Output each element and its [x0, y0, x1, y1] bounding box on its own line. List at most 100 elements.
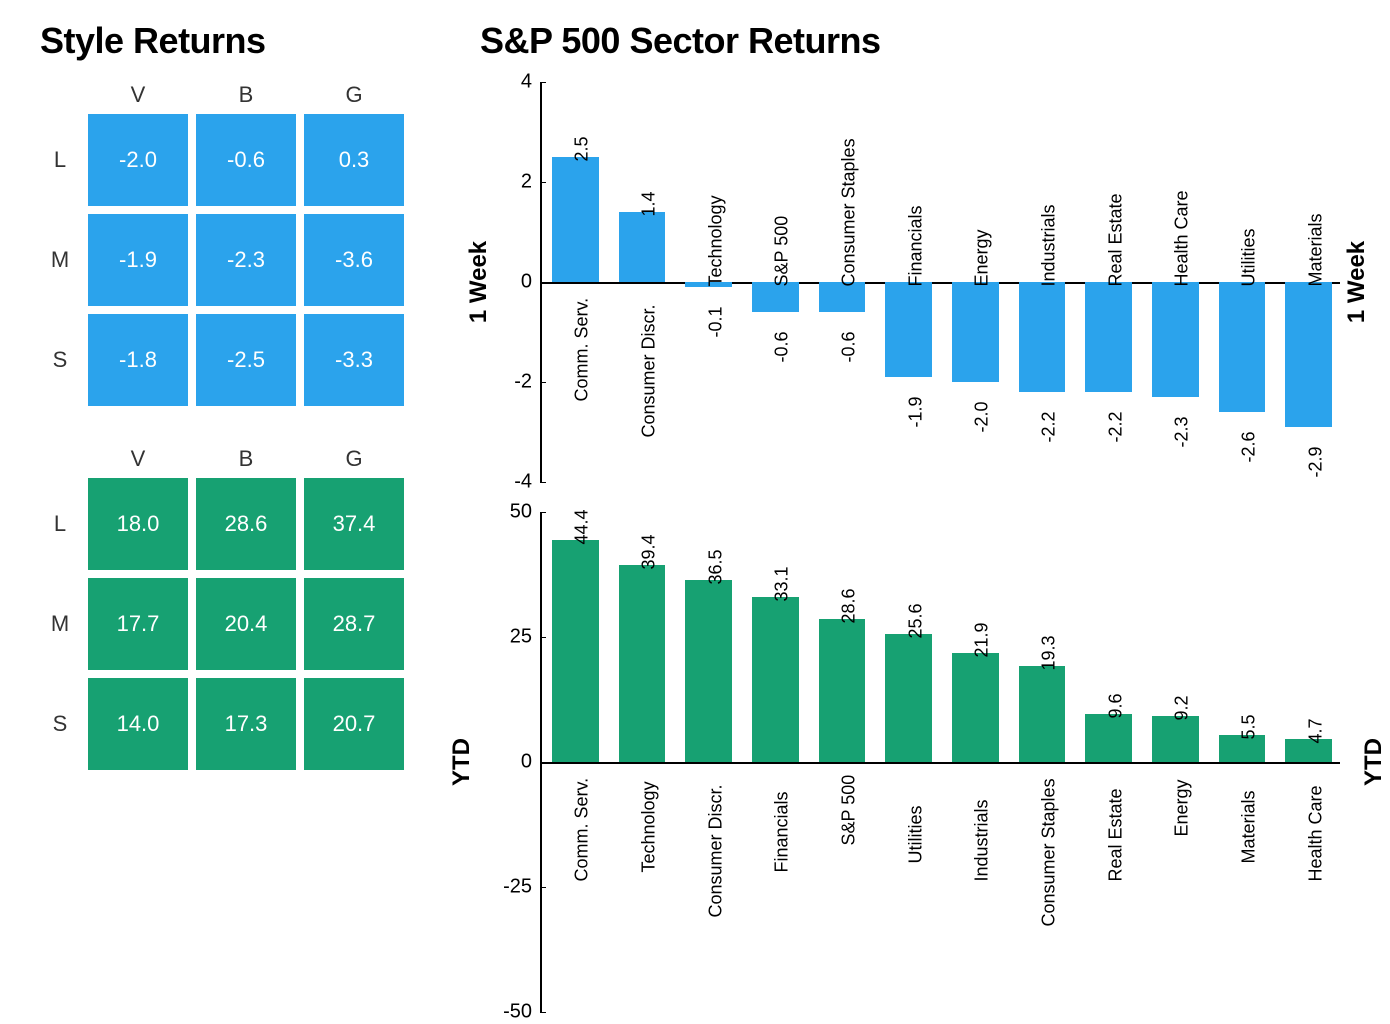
bar	[952, 653, 999, 763]
row-header: S	[40, 711, 80, 737]
category-label: Consumer Discr.	[705, 784, 726, 917]
matrix-cell: -3.3	[304, 314, 404, 406]
category-label: Energy	[972, 229, 993, 286]
style-matrix-ytd: V B G L 18.028.637.4 M 17.720.428.7 S 14.017.…	[40, 446, 420, 770]
bar-value-label: 28.6	[839, 588, 860, 623]
category-label: Consumer Staples	[1039, 778, 1060, 926]
bar-value-label: -0.6	[772, 331, 793, 362]
matrix-cell: 18.0	[88, 478, 188, 570]
bar	[1019, 666, 1066, 763]
row-header: M	[40, 247, 80, 273]
bar	[1152, 716, 1199, 762]
category-label: Comm. Serv.	[572, 778, 593, 882]
matrix-cell: 14.0	[88, 678, 188, 770]
bar-value-label: 21.9	[972, 622, 993, 657]
bar	[1019, 282, 1066, 392]
bar-value-label: -2.6	[1239, 431, 1260, 462]
category-label: Real Estate	[1105, 788, 1126, 881]
bar	[752, 597, 799, 763]
matrix-cell: -3.6	[304, 214, 404, 306]
bar	[1085, 282, 1132, 392]
bar	[1152, 282, 1199, 397]
matrix-cell: -0.6	[196, 114, 296, 206]
bar	[885, 634, 932, 762]
matrix-cell: 17.3	[196, 678, 296, 770]
col-header: B	[196, 82, 296, 108]
bar-value-label: -1.9	[905, 396, 926, 427]
category-label: Financials	[905, 205, 926, 286]
bar-value-label: 9.6	[1105, 693, 1126, 718]
row-header: L	[40, 511, 80, 537]
category-label: S&P 500	[839, 775, 860, 846]
y-tick-label: 4	[521, 71, 532, 94]
style-returns-panel: Style Returns V B G L -2.0-0.60.3 M -1.9-2.…	[40, 20, 420, 1012]
category-label: Consumer Discr.	[639, 304, 660, 437]
bar	[752, 282, 799, 312]
col-header: G	[304, 446, 404, 472]
y-axis-label-left: YTD	[448, 738, 476, 786]
bar-value-label: 4.7	[1305, 718, 1326, 743]
category-label: Consumer Staples	[839, 138, 860, 286]
bar-value-label: 36.5	[705, 549, 726, 584]
matrix-cell: 20.4	[196, 578, 296, 670]
sector-ytd-chart: YTD YTD -50-2502550 44.4Comm. Serv.39.4T…	[480, 512, 1350, 1012]
y-tick-label: 0	[521, 271, 532, 294]
category-label: Industrials	[972, 799, 993, 881]
sector-title: S&P 500 Sector Returns	[480, 20, 1350, 62]
col-header: G	[304, 82, 404, 108]
row-header: M	[40, 611, 80, 637]
bar	[1219, 282, 1266, 412]
col-header: V	[88, 446, 188, 472]
category-label: Materials	[1239, 790, 1260, 863]
matrix-cell: 28.6	[196, 478, 296, 570]
matrix-cell: -2.3	[196, 214, 296, 306]
category-label: Comm. Serv.	[572, 298, 593, 402]
y-tick-label: 50	[510, 501, 532, 524]
style-title: Style Returns	[40, 20, 420, 62]
matrix-cell: -1.9	[88, 214, 188, 306]
y-tick-label: -50	[503, 1001, 532, 1024]
col-header: V	[88, 82, 188, 108]
y-tick-label: -2	[514, 371, 532, 394]
bar	[619, 212, 666, 282]
bar	[885, 282, 932, 377]
bar-value-label: -0.6	[839, 331, 860, 362]
bar-value-label: 1.4	[639, 191, 660, 216]
bar-value-label: -2.2	[1105, 411, 1126, 442]
bar-value-label: 9.2	[1172, 695, 1193, 720]
category-label: Health Care	[1305, 785, 1326, 881]
bar-value-label: 39.4	[639, 534, 660, 569]
matrix-cell: 20.7	[304, 678, 404, 770]
bar-value-label: 25.6	[905, 603, 926, 638]
category-label: Industrials	[1039, 204, 1060, 286]
bar	[819, 619, 866, 762]
matrix-cell: 28.7	[304, 578, 404, 670]
bar	[1285, 282, 1332, 427]
matrix-cell: 17.7	[88, 578, 188, 670]
bar-value-label: -0.1	[705, 306, 726, 337]
row-header: S	[40, 347, 80, 373]
matrix-cell: 37.4	[304, 478, 404, 570]
bar	[619, 565, 666, 762]
col-header: B	[196, 446, 296, 472]
category-label: Real Estate	[1105, 193, 1126, 286]
bar-value-label: -2.2	[1039, 411, 1060, 442]
bar-value-label: -2.9	[1305, 446, 1326, 477]
category-label: Energy	[1172, 779, 1193, 836]
category-label: Materials	[1305, 213, 1326, 286]
y-tick-label: -4	[514, 471, 532, 494]
bar-value-label: 2.5	[572, 136, 593, 161]
category-label: Utilities	[905, 805, 926, 863]
category-label: Health Care	[1172, 190, 1193, 286]
category-label: Technology	[639, 781, 660, 872]
y-axis-label-right: YTD	[1360, 738, 1388, 786]
bar	[552, 540, 599, 762]
matrix-cell: -1.8	[88, 314, 188, 406]
bar-value-label: -2.0	[972, 401, 993, 432]
style-matrix-week: V B G L-2.0-0.60.3M-1.9-2.3-3.6S-1.8-2.5…	[40, 82, 420, 406]
bar	[819, 282, 866, 312]
row-header: L	[40, 147, 80, 173]
matrix-cell: 0.3	[304, 114, 404, 206]
matrix-cell: -2.0	[88, 114, 188, 206]
y-tick-label: 0	[521, 751, 532, 774]
